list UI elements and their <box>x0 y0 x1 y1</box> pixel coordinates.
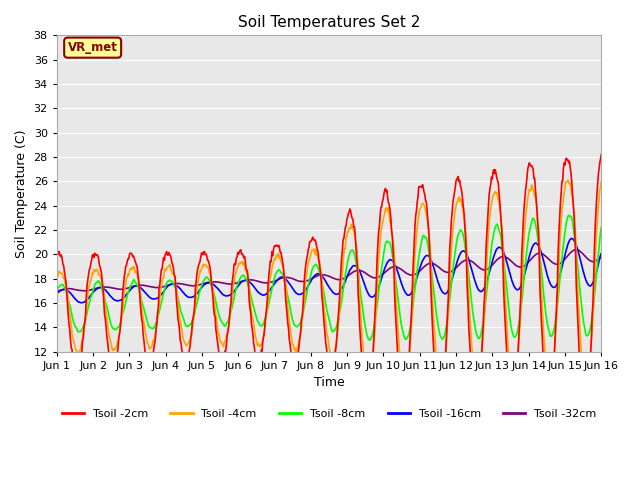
Tsoil -4cm <box>547 387 554 393</box>
Tsoil -2cm <box>396 376 403 382</box>
Tsoil -4cm <box>174 299 182 304</box>
Tsoil -8cm <box>565 213 573 218</box>
Tsoil -8cm <box>53 287 61 292</box>
Tsoil -4cm <box>119 308 127 313</box>
Tsoil -8cm <box>597 225 605 230</box>
Tsoil -4cm <box>597 179 605 184</box>
Tsoil -4cm <box>203 264 211 270</box>
Tsoil -2cm <box>580 417 588 423</box>
Line: Tsoil -32cm: Tsoil -32cm <box>57 250 601 291</box>
Tsoil -4cm <box>411 250 419 256</box>
Tsoil -16cm <box>568 236 575 241</box>
Tsoil -2cm <box>203 253 211 259</box>
Line: Tsoil -2cm: Tsoil -2cm <box>57 155 601 420</box>
Tsoil -16cm <box>597 251 605 256</box>
X-axis label: Time: Time <box>314 376 344 389</box>
Tsoil -4cm <box>63 288 70 294</box>
Tsoil -16cm <box>412 279 420 285</box>
Line: Tsoil -16cm: Tsoil -16cm <box>57 239 601 303</box>
Tsoil -16cm <box>396 276 404 281</box>
Tsoil -16cm <box>204 280 211 286</box>
Tsoil -4cm <box>396 344 403 349</box>
Y-axis label: Soil Temperature (C): Soil Temperature (C) <box>15 129 28 258</box>
Tsoil -32cm <box>119 287 127 292</box>
Line: Tsoil -4cm: Tsoil -4cm <box>57 180 601 390</box>
Tsoil -2cm <box>597 152 605 157</box>
Tsoil -32cm <box>572 247 580 252</box>
Tsoil -32cm <box>174 281 182 287</box>
Tsoil -2cm <box>63 289 70 295</box>
Tsoil -16cm <box>63 287 70 293</box>
Tsoil -4cm <box>564 178 572 183</box>
Tsoil -2cm <box>174 316 182 322</box>
Tsoil -2cm <box>119 289 127 295</box>
Tsoil -8cm <box>365 337 373 343</box>
Tsoil -32cm <box>203 280 211 286</box>
Tsoil -16cm <box>175 285 182 290</box>
Tsoil -16cm <box>53 290 61 296</box>
Line: Tsoil -8cm: Tsoil -8cm <box>57 216 601 340</box>
Tsoil -2cm <box>53 252 61 258</box>
Tsoil -32cm <box>63 286 70 291</box>
Tsoil -16cm <box>120 295 127 301</box>
Title: Soil Temperatures Set 2: Soil Temperatures Set 2 <box>238 15 420 30</box>
Tsoil -32cm <box>597 255 605 261</box>
Tsoil -8cm <box>119 310 127 316</box>
Tsoil -8cm <box>203 274 211 280</box>
Tsoil -8cm <box>412 280 420 286</box>
Text: VR_met: VR_met <box>68 41 118 54</box>
Tsoil -4cm <box>53 272 61 277</box>
Tsoil -8cm <box>396 311 404 317</box>
Tsoil -32cm <box>53 288 61 294</box>
Tsoil -8cm <box>63 290 70 296</box>
Tsoil -32cm <box>396 265 403 271</box>
Legend: Tsoil -2cm, Tsoil -4cm, Tsoil -8cm, Tsoil -16cm, Tsoil -32cm: Tsoil -2cm, Tsoil -4cm, Tsoil -8cm, Tsoi… <box>58 405 601 423</box>
Tsoil -2cm <box>411 222 419 228</box>
Tsoil -16cm <box>78 300 86 306</box>
Tsoil -8cm <box>174 295 182 301</box>
Tsoil -32cm <box>411 272 419 277</box>
